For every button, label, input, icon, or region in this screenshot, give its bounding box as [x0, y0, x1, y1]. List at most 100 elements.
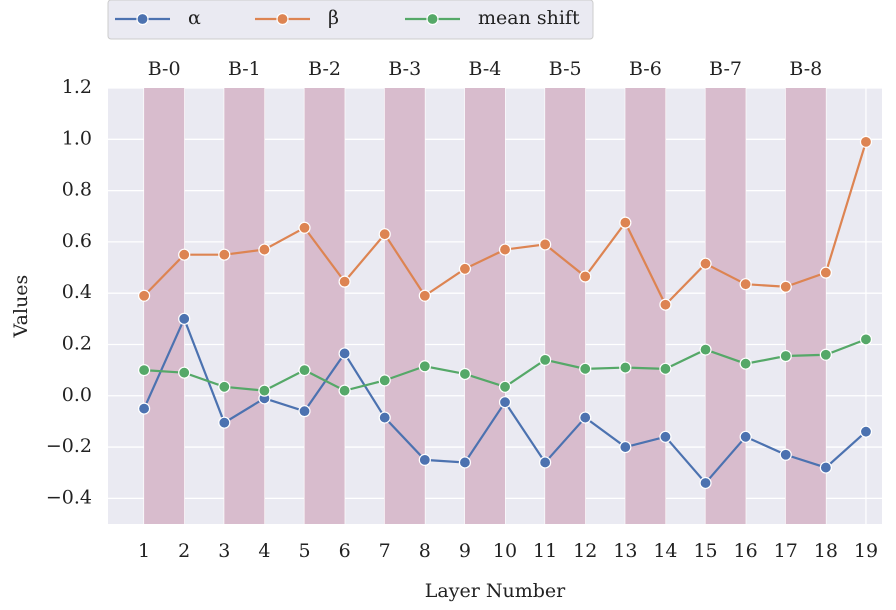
x-tick-label: 7 — [379, 540, 391, 562]
x-tick-label: 5 — [298, 540, 310, 562]
data-point — [178, 366, 191, 379]
legend-marker — [136, 12, 149, 26]
y-tick-label: 0.6 — [62, 230, 92, 252]
data-point — [659, 430, 672, 443]
x-tick-label: 9 — [459, 540, 471, 562]
x-tick-label: 10 — [493, 540, 517, 562]
data-point — [779, 349, 792, 363]
band-label: B-3 — [388, 58, 421, 80]
data-point — [218, 248, 231, 261]
data-point — [659, 362, 672, 375]
band — [144, 88, 185, 524]
x-tick-label: 15 — [693, 540, 717, 562]
x-tick-label: 2 — [178, 540, 190, 562]
legend-label: β — [328, 7, 339, 29]
y-tick-label: −0.4 — [46, 486, 92, 508]
data-point — [739, 430, 752, 443]
data-point — [819, 266, 832, 279]
band-label: B-6 — [629, 58, 662, 80]
data-point — [859, 135, 873, 148]
data-point — [458, 367, 472, 381]
data-point — [137, 402, 151, 415]
y-tick-label: −0.2 — [46, 435, 92, 457]
x-tick-label: 1 — [138, 540, 150, 562]
data-point — [739, 357, 752, 370]
data-point — [218, 416, 231, 429]
band-label: B-4 — [469, 58, 502, 80]
data-point — [378, 374, 391, 387]
data-point — [539, 353, 552, 366]
data-point — [739, 278, 752, 291]
data-point — [859, 333, 873, 346]
x-tick-label: 13 — [613, 540, 637, 562]
data-point — [258, 243, 271, 256]
data-point — [619, 440, 632, 454]
data-point — [298, 364, 311, 377]
data-point — [258, 384, 271, 397]
x-tick-label: 16 — [734, 540, 758, 562]
data-point — [378, 411, 391, 424]
y-tick-label: 0.0 — [62, 384, 92, 406]
band — [625, 88, 666, 524]
legend-label: mean shift — [478, 7, 580, 29]
data-point — [498, 396, 512, 409]
data-point — [579, 411, 592, 424]
band — [304, 88, 345, 524]
data-point — [378, 228, 391, 241]
data-point — [137, 289, 151, 302]
legend-marker — [426, 12, 439, 26]
x-tick-label: 12 — [573, 540, 597, 562]
data-point — [779, 280, 792, 293]
data-point — [298, 221, 311, 234]
band — [785, 88, 826, 524]
data-point — [137, 364, 151, 377]
band — [464, 88, 506, 524]
data-point — [498, 243, 512, 256]
y-tick-label: 0.4 — [62, 281, 92, 303]
y-tick-label: 0.8 — [62, 179, 92, 201]
data-point — [779, 448, 792, 461]
x-tick-label: 11 — [533, 540, 557, 562]
data-point — [418, 360, 431, 373]
legend-label: α — [188, 7, 201, 29]
data-point — [819, 348, 832, 361]
x-tick-label: 14 — [653, 540, 677, 562]
x-tick-label: 6 — [339, 540, 351, 562]
band — [384, 88, 425, 524]
data-point — [579, 362, 592, 375]
x-tick-label: 18 — [814, 540, 838, 562]
band — [545, 88, 586, 524]
band-label: B-5 — [549, 58, 582, 80]
data-point — [699, 343, 712, 356]
y-tick-label: 1.2 — [62, 76, 92, 98]
data-point — [619, 361, 632, 374]
data-point — [218, 380, 231, 393]
band-label: B-2 — [308, 58, 341, 80]
data-point — [338, 347, 351, 360]
band — [705, 88, 746, 524]
legend-marker — [276, 12, 289, 26]
data-point — [418, 289, 431, 302]
data-point — [579, 270, 592, 283]
y-axis-label: Values — [10, 275, 32, 339]
y-tick-label: 0.2 — [62, 332, 92, 354]
data-point — [699, 257, 712, 270]
band-label: B-0 — [148, 58, 181, 80]
band-label: B-8 — [789, 58, 822, 80]
data-point — [178, 248, 191, 261]
data-point — [699, 476, 712, 490]
x-tick-label: 4 — [258, 540, 270, 562]
data-point — [458, 262, 472, 275]
data-point — [539, 456, 552, 469]
y-tick-label: 1.0 — [62, 127, 92, 149]
data-point — [819, 461, 832, 474]
data-point — [458, 456, 472, 469]
data-point — [859, 425, 873, 438]
x-tick-label: 8 — [419, 540, 431, 562]
data-point — [539, 238, 552, 251]
data-point — [619, 216, 632, 229]
data-point — [338, 275, 351, 288]
band-label: B-7 — [709, 58, 742, 80]
data-point — [338, 384, 351, 397]
